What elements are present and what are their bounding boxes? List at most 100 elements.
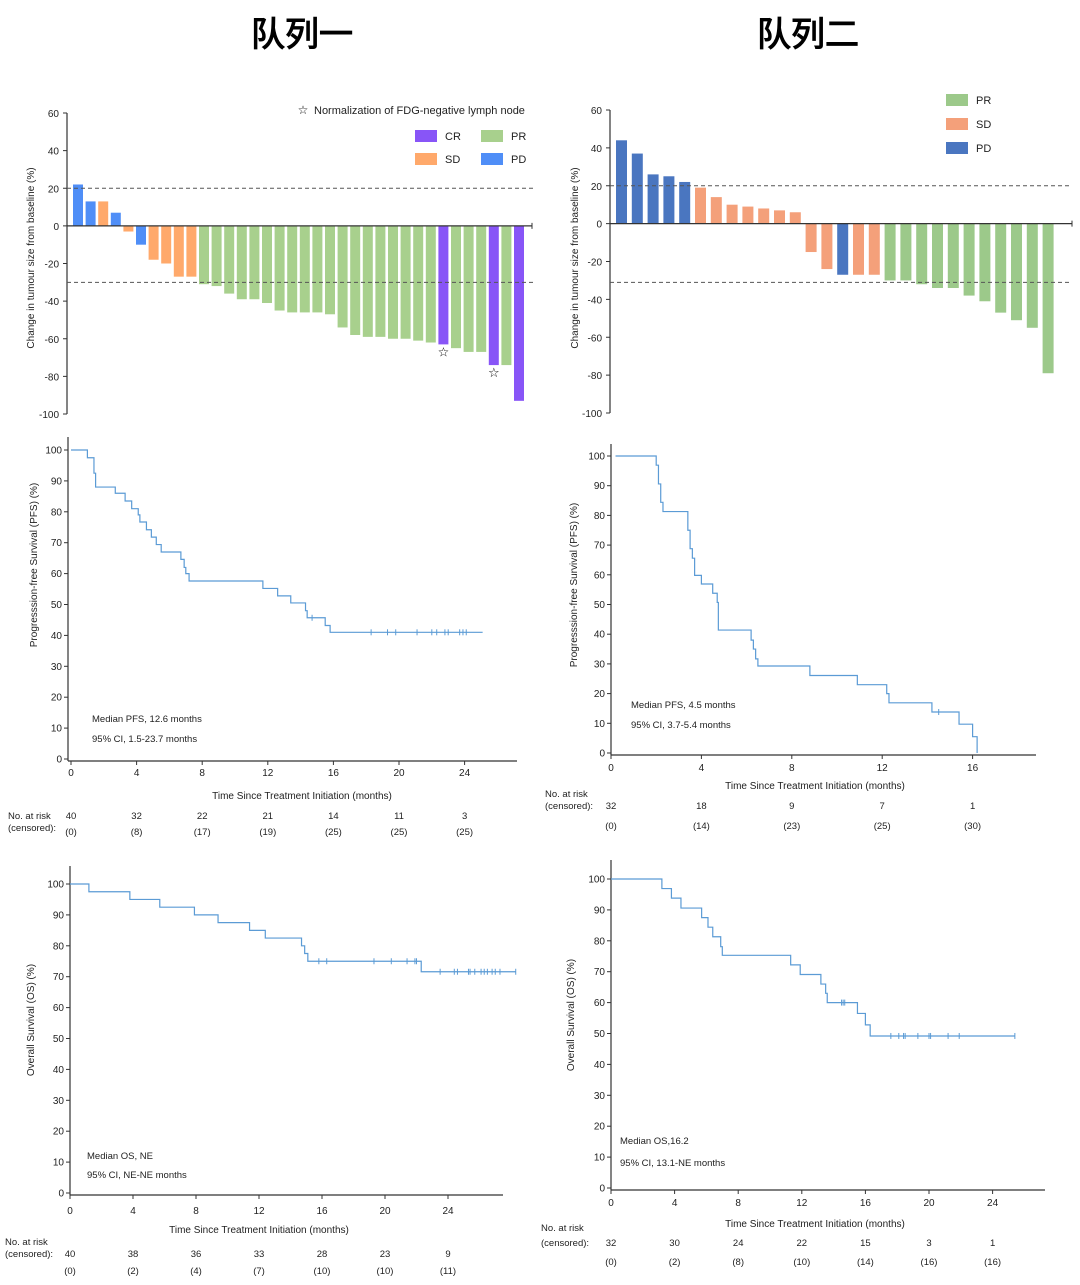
bar-sd bbox=[853, 223, 864, 275]
at-risk-count: 32 bbox=[606, 1238, 617, 1249]
bar-pr bbox=[199, 225, 209, 285]
risk-table-label: (censored): bbox=[541, 1238, 589, 1249]
censored-count: (25) bbox=[874, 821, 891, 832]
bar-pr bbox=[1026, 223, 1038, 328]
censored-count: (4) bbox=[190, 1266, 202, 1277]
bar-cr bbox=[514, 225, 524, 401]
censored-count: (14) bbox=[693, 821, 710, 832]
survival-curve bbox=[70, 883, 516, 973]
at-risk-count: 9 bbox=[789, 801, 794, 812]
y-tick-label: 90 bbox=[594, 481, 606, 492]
y-tick-label: 90 bbox=[594, 905, 606, 916]
censored-count: (7) bbox=[253, 1266, 265, 1277]
bar-pr bbox=[312, 225, 323, 313]
y-tick-label: 50 bbox=[594, 1029, 606, 1040]
bar-sd bbox=[758, 208, 770, 224]
bar-pr bbox=[1011, 223, 1022, 321]
x-tick-label: 24 bbox=[442, 1206, 454, 1217]
at-risk-count: 14 bbox=[328, 811, 339, 822]
bar-pr bbox=[413, 225, 424, 341]
x-tick-label: 4 bbox=[130, 1206, 136, 1217]
bar-pd bbox=[837, 223, 849, 275]
bar-sd bbox=[161, 225, 172, 264]
star-marker-icon: ☆ bbox=[438, 345, 450, 360]
legend-swatch-sd bbox=[946, 118, 968, 130]
y-tick-label: 50 bbox=[53, 1034, 65, 1045]
bar-pr bbox=[916, 223, 928, 285]
y-tick-label: -40 bbox=[588, 295, 603, 306]
censored-count: (30) bbox=[964, 821, 981, 832]
legend-swatch-pr bbox=[946, 94, 968, 106]
bar-sd bbox=[123, 225, 134, 232]
legend-swatch-pd bbox=[946, 142, 968, 154]
bar-pr bbox=[325, 225, 335, 315]
y-tick-label: 70 bbox=[594, 967, 606, 978]
y-tick-label: 40 bbox=[51, 631, 63, 642]
x-axis-label: Time Since Treatment Initiation (months) bbox=[725, 1219, 905, 1230]
at-risk-count: 15 bbox=[860, 1238, 871, 1249]
risk-table-label: No. at risk bbox=[5, 1237, 48, 1248]
bar-sd bbox=[710, 197, 722, 224]
bar-pr bbox=[337, 225, 348, 328]
legend-swatch-sd bbox=[415, 153, 437, 165]
censored-count: (16) bbox=[921, 1257, 938, 1268]
bar-sd bbox=[98, 201, 109, 226]
bar-sd bbox=[805, 223, 817, 253]
median-annotation: Median OS,16.2 bbox=[620, 1136, 689, 1147]
x-tick-label: 0 bbox=[608, 763, 614, 774]
x-tick-label: 16 bbox=[328, 768, 340, 779]
bar-sd bbox=[186, 225, 197, 277]
at-risk-count: 28 bbox=[317, 1249, 328, 1260]
risk-table-label: (censored): bbox=[8, 823, 56, 834]
at-risk-count: 32 bbox=[131, 811, 142, 822]
y-tick-label: 100 bbox=[588, 452, 605, 463]
y-tick-label: 40 bbox=[48, 147, 60, 158]
y-tick-label: -100 bbox=[39, 410, 59, 421]
x-tick-label: 0 bbox=[67, 1206, 73, 1217]
bar-sd bbox=[821, 223, 833, 270]
bar-pr bbox=[236, 225, 247, 300]
km-chart-4: 0 10 20 30 40 50 60 70 80 90 100 0 4 8 12 16 Time Since … bbox=[545, 444, 1036, 832]
y-tick-label: -60 bbox=[45, 335, 60, 346]
y-axis-label: Progresssion-free Survival (PFS) (%) bbox=[569, 503, 580, 667]
y-tick-label: 100 bbox=[47, 880, 64, 891]
censored-count: (25) bbox=[456, 827, 473, 838]
bar-pr bbox=[476, 225, 487, 352]
censored-count: (8) bbox=[732, 1257, 744, 1268]
risk-table-label: No. at risk bbox=[545, 789, 588, 800]
x-tick-label: 0 bbox=[608, 1198, 614, 1209]
y-tick-label: 60 bbox=[53, 1003, 65, 1014]
x-tick-label: 12 bbox=[262, 768, 274, 779]
y-tick-label: 20 bbox=[591, 182, 603, 193]
km-chart-5: 0 10 20 30 40 50 60 70 80 90 100 0 4 8 12 16 20 24 Time Si… bbox=[5, 866, 517, 1277]
legend-label: PD bbox=[976, 143, 991, 155]
censored-count: (0) bbox=[605, 821, 617, 832]
y-tick-label: 20 bbox=[594, 1122, 606, 1133]
median-annotation: 95% CI, 13.1-NE months bbox=[620, 1158, 725, 1169]
median-annotation: 95% CI, 1.5-23.7 months bbox=[92, 734, 197, 745]
at-risk-count: 1 bbox=[970, 801, 975, 812]
y-tick-label: 80 bbox=[594, 511, 606, 522]
y-tick-label: 50 bbox=[51, 600, 63, 611]
y-tick-label: 20 bbox=[48, 184, 60, 195]
at-risk-count: 36 bbox=[191, 1249, 202, 1260]
y-tick-label: 20 bbox=[51, 693, 63, 704]
at-risk-count: 7 bbox=[880, 801, 885, 812]
x-tick-label: 20 bbox=[393, 768, 405, 779]
y-tick-label: 40 bbox=[53, 1065, 65, 1076]
bar-sd bbox=[148, 225, 159, 260]
x-tick-label: 24 bbox=[459, 768, 471, 779]
x-axis-label: Time Since Treatment Initiation (months) bbox=[169, 1225, 349, 1236]
star-marker-icon: ☆ bbox=[488, 366, 500, 381]
y-tick-label: 70 bbox=[51, 538, 63, 549]
bar-cr bbox=[488, 225, 499, 366]
bar-cr bbox=[438, 225, 449, 345]
y-tick-label: 10 bbox=[594, 1153, 606, 1164]
median-annotation: Median PFS, 4.5 months bbox=[631, 700, 736, 711]
y-tick-label: 10 bbox=[53, 1158, 65, 1169]
x-tick-label: 0 bbox=[68, 768, 74, 779]
cohort-2-title: 队列二 bbox=[757, 15, 859, 55]
y-tick-label: -100 bbox=[582, 409, 602, 420]
y-tick-label: 0 bbox=[56, 755, 62, 766]
star-legend-icon: ☆ bbox=[298, 103, 309, 117]
